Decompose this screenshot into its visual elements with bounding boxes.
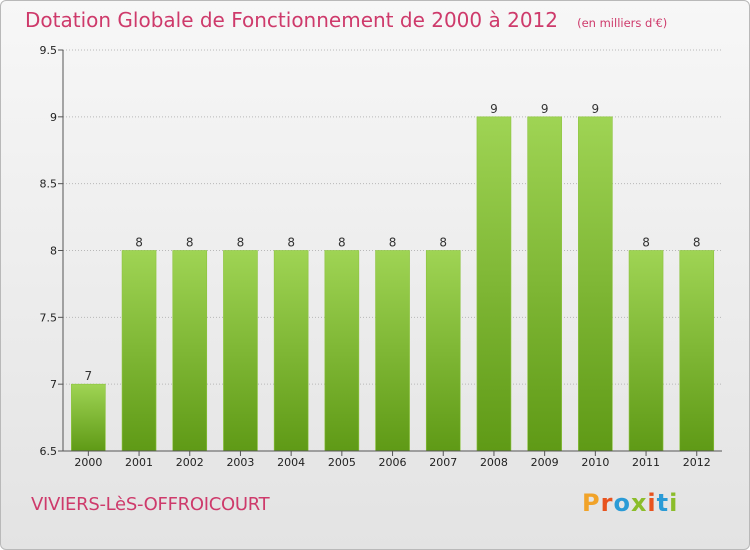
bar — [679, 250, 715, 452]
bar — [425, 250, 461, 452]
y-tick-label: 9 — [50, 111, 57, 124]
bar — [121, 250, 157, 452]
value-label: 9 — [490, 102, 498, 116]
title-row: Dotation Globale de Fonctionnement de 20… — [25, 8, 667, 32]
y-tick-label: 8 — [50, 245, 57, 258]
bar — [476, 116, 512, 452]
x-tick-label: 2009 — [531, 456, 559, 469]
x-tick-label: 2002 — [176, 456, 204, 469]
x-tick-label: 2003 — [226, 456, 254, 469]
x-tick-label: 2011 — [632, 456, 660, 469]
logo-letter: i — [669, 489, 679, 517]
x-tick-label: 2001 — [125, 456, 153, 469]
bar — [578, 116, 613, 452]
y-tick-labels: 6.5 7 7.5 8 8.5 9 9.5 — [40, 44, 58, 458]
x-tick-label: 2007 — [429, 456, 457, 469]
value-label: 8 — [287, 236, 295, 250]
bar — [223, 250, 258, 452]
logo-letter: r — [600, 489, 614, 517]
value-label: 8 — [135, 236, 143, 250]
chart-title: Dotation Globale de Fonctionnement de 20… — [25, 8, 558, 32]
value-label: 9 — [592, 102, 600, 116]
y-tick-label: 9.5 — [40, 44, 58, 57]
bar — [628, 250, 664, 452]
value-labels: 7 8 8 8 8 8 8 8 9 9 9 8 8 — [85, 102, 701, 383]
bar — [273, 250, 309, 452]
y-tick-label: 7 — [50, 378, 57, 391]
x-tick-label: 2005 — [328, 456, 356, 469]
proxiti-logo: Proxiti — [582, 489, 678, 517]
value-label: 8 — [338, 236, 346, 250]
bar — [375, 250, 410, 452]
commune-name: VIVIERS-LèS-OFFROICOURT — [31, 494, 270, 515]
x-tick-label: 2004 — [277, 456, 305, 469]
bar — [71, 383, 106, 452]
logo-letter: i — [647, 489, 657, 517]
logo-letter: o — [613, 489, 631, 517]
value-label: 8 — [186, 236, 194, 250]
x-tick-label: 2006 — [379, 456, 407, 469]
value-label: 8 — [642, 236, 650, 250]
x-tick-label: 2000 — [74, 456, 102, 469]
value-label: 9 — [541, 102, 549, 116]
logo-letter: t — [656, 489, 670, 517]
bar — [527, 116, 562, 452]
bar — [172, 250, 208, 452]
value-label: 8 — [693, 236, 701, 250]
y-tick-label: 6.5 — [40, 445, 58, 458]
chart-unit: (en milliers d'€) — [577, 16, 668, 30]
x-tick-labels: 2000 2001 2002 2003 2004 2005 2006 2007 2008 2009… — [74, 451, 711, 469]
x-tick-label: 2012 — [683, 456, 711, 469]
value-label: 7 — [85, 369, 93, 383]
x-tick-label: 2008 — [480, 456, 508, 469]
logo-letter: x — [630, 489, 648, 517]
bars — [71, 116, 715, 452]
bar — [324, 250, 360, 452]
logo-letter: P — [582, 489, 601, 517]
value-label: 8 — [439, 236, 447, 250]
x-tick-label: 2010 — [581, 456, 609, 469]
value-label: 8 — [237, 236, 245, 250]
value-label: 8 — [389, 236, 397, 250]
y-tick-label: 8.5 — [40, 178, 58, 191]
y-tick-label: 7.5 — [40, 311, 58, 324]
